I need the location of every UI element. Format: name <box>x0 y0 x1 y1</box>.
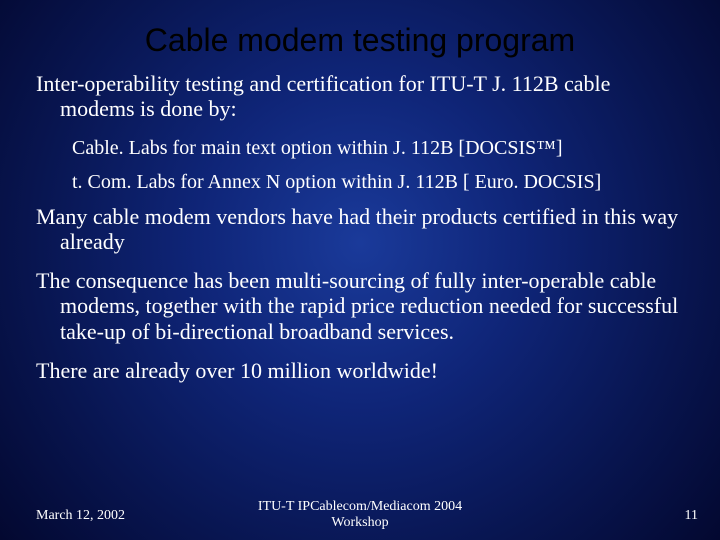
footer-page-number: 11 <box>685 508 698 524</box>
slide: Cable modem testing program Inter-operab… <box>0 0 720 540</box>
footer-center: ITU-T IPCablecom/Mediacom 2004 Workshop <box>0 499 720 530</box>
sub-item-1: Cable. Labs for main text option within … <box>72 136 684 160</box>
paragraph-1: Inter-operability testing and certificat… <box>36 71 684 122</box>
footer-center-line1: ITU-T IPCablecom/Mediacom 2004 <box>258 499 462 514</box>
paragraph-3: The consequence has been multi-sourcing … <box>36 268 684 344</box>
footer-center-line2: Workshop <box>331 515 388 530</box>
paragraph-2: Many cable modem vendors have had their … <box>36 204 684 255</box>
slide-title: Cable modem testing program <box>0 0 720 71</box>
paragraph-4: There are already over 10 million worldw… <box>36 358 684 383</box>
sub-item-2: t. Com. Labs for Annex N option within J… <box>72 170 684 194</box>
